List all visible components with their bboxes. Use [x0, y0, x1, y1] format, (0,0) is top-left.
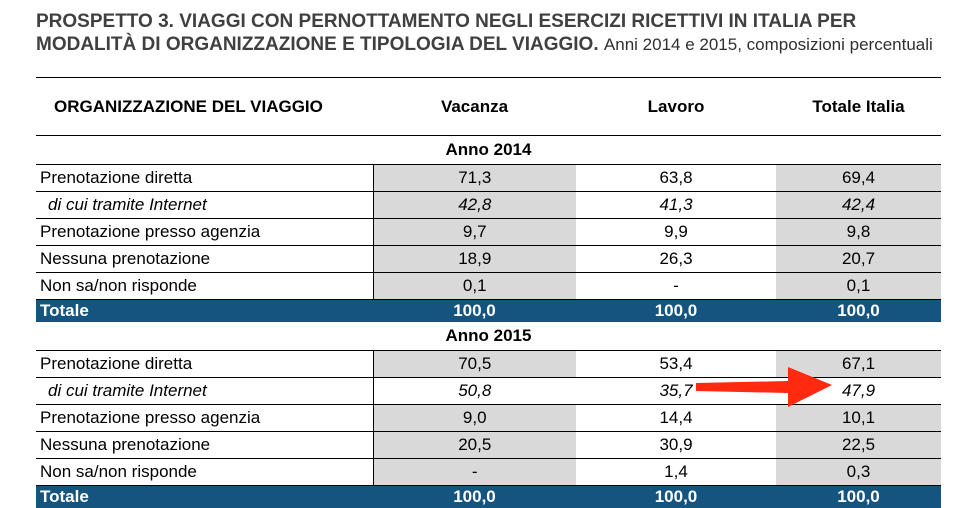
- row-label: di cui tramite Internet: [36, 378, 373, 405]
- total-label: Totale: [36, 300, 373, 323]
- cell-totale: 42,4: [776, 192, 941, 219]
- table-row: Nessuna prenotazione 20,5 30,9 22,5: [36, 432, 941, 459]
- row-label: di cui tramite Internet: [36, 192, 373, 219]
- cell-vacanza: 71,3: [373, 165, 576, 192]
- cell-vacanza: 9,7: [373, 219, 576, 246]
- total-totale: 100,0: [776, 486, 941, 508]
- header-label: ORGANIZZAZIONE DEL VIAGGIO: [36, 78, 373, 136]
- title-subtitle: Anni 2014 e 2015, composizioni percentua…: [604, 35, 933, 54]
- header-lavoro: Lavoro: [576, 78, 776, 136]
- row-label: Prenotazione presso agenzia: [36, 405, 373, 432]
- cell-vacanza: 70,5: [373, 351, 576, 378]
- year-row-2015: Anno 2015: [36, 322, 941, 351]
- row-label: Prenotazione diretta: [36, 351, 373, 378]
- cell-lavoro: 30,9: [576, 432, 776, 459]
- table-row: di cui tramite Internet 42,8 41,3 42,4: [36, 192, 941, 219]
- cell-totale: 22,5: [776, 432, 941, 459]
- year-label: Anno 2014: [36, 136, 941, 165]
- cell-lavoro: 1,4: [576, 459, 776, 486]
- cell-totale: 9,8: [776, 219, 941, 246]
- total-vacanza: 100,0: [373, 300, 576, 323]
- table-row: Non sa/non risponde - 1,4 0,3: [36, 459, 941, 486]
- cell-vacanza: 0,1: [373, 273, 576, 300]
- table-title: PROSPETTO 3. VIAGGI CON PERNOTTAMENTO NE…: [36, 10, 951, 56]
- total-vacanza: 100,0: [373, 486, 576, 508]
- cell-lavoro: 26,3: [576, 246, 776, 273]
- cell-vacanza: 18,9: [373, 246, 576, 273]
- total-row-2015: Totale 100,0 100,0 100,0: [36, 486, 941, 508]
- row-label: Nessuna prenotazione: [36, 432, 373, 459]
- total-lavoro: 100,0: [576, 486, 776, 508]
- year-label: Anno 2015: [36, 322, 941, 351]
- table-row: Nessuna prenotazione 18,9 26,3 20,7: [36, 246, 941, 273]
- cell-vacanza: 9,0: [373, 405, 576, 432]
- header-vacanza: Vacanza: [373, 78, 576, 136]
- total-label: Totale: [36, 486, 373, 508]
- row-label: Non sa/non risponde: [36, 459, 373, 486]
- cell-vacanza: 50,8: [373, 378, 576, 405]
- row-label: Non sa/non risponde: [36, 273, 373, 300]
- total-lavoro: 100,0: [576, 300, 776, 323]
- data-table: ORGANIZZAZIONE DEL VIAGGIO Vacanza Lavor…: [36, 77, 941, 508]
- total-totale: 100,0: [776, 300, 941, 323]
- year-row-2014: Anno 2014: [36, 136, 941, 165]
- red-arrow-icon: [696, 365, 832, 409]
- cell-lavoro: 41,3: [576, 192, 776, 219]
- cell-totale: 69,4: [776, 165, 941, 192]
- header-row: ORGANIZZAZIONE DEL VIAGGIO Vacanza Lavor…: [36, 78, 941, 136]
- cell-totale: 0,3: [776, 459, 941, 486]
- cell-lavoro: 63,8: [576, 165, 776, 192]
- cell-lavoro: -: [576, 273, 776, 300]
- header-totale: Totale Italia: [776, 78, 941, 136]
- table-row: Prenotazione presso agenzia 9,7 9,9 9,8: [36, 219, 941, 246]
- cell-vacanza: 20,5: [373, 432, 576, 459]
- table-row: Prenotazione diretta 71,3 63,8 69,4: [36, 165, 941, 192]
- row-label: Nessuna prenotazione: [36, 246, 373, 273]
- row-label: Prenotazione diretta: [36, 165, 373, 192]
- total-row-2014: Totale 100,0 100,0 100,0: [36, 300, 941, 323]
- cell-vacanza: -: [373, 459, 576, 486]
- table-row: Non sa/non risponde 0,1 - 0,1: [36, 273, 941, 300]
- row-label: Prenotazione presso agenzia: [36, 219, 373, 246]
- cell-totale: 0,1: [776, 273, 941, 300]
- cell-totale: 20,7: [776, 246, 941, 273]
- cell-lavoro: 9,9: [576, 219, 776, 246]
- cell-vacanza: 42,8: [373, 192, 576, 219]
